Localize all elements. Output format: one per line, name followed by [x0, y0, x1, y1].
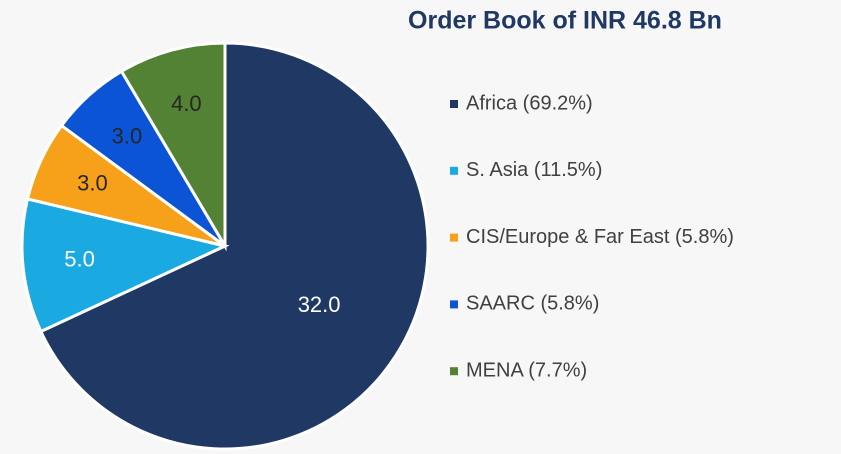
legend-swatch [450, 166, 458, 175]
legend-label: MENA (7.7%) [466, 359, 587, 381]
pie-slice [119, 41, 227, 252]
chart-title: Order Book of INR 46.8 Bn [408, 7, 722, 35]
legend-swatch [450, 100, 458, 108]
legend-label: CIS/Europe & Far East (5.8%) [466, 226, 734, 248]
legend-swatch [450, 233, 458, 242]
data-label: 32.0 [298, 292, 341, 317]
data-label: 4.0 [171, 91, 202, 116]
data-label: 5.0 [64, 246, 95, 271]
data-label: 3.0 [77, 170, 108, 195]
legend-label: SAARC (5.8%) [466, 293, 599, 315]
data-label: 3.0 [112, 123, 143, 148]
legend-label: Africa (69.2%) [466, 92, 593, 114]
legend-swatch [450, 367, 458, 376]
pie-slice [38, 41, 430, 451]
pie-slice [20, 197, 230, 334]
legend-swatch [450, 300, 458, 309]
legend-label: S. Asia (11.5%) [466, 159, 602, 181]
